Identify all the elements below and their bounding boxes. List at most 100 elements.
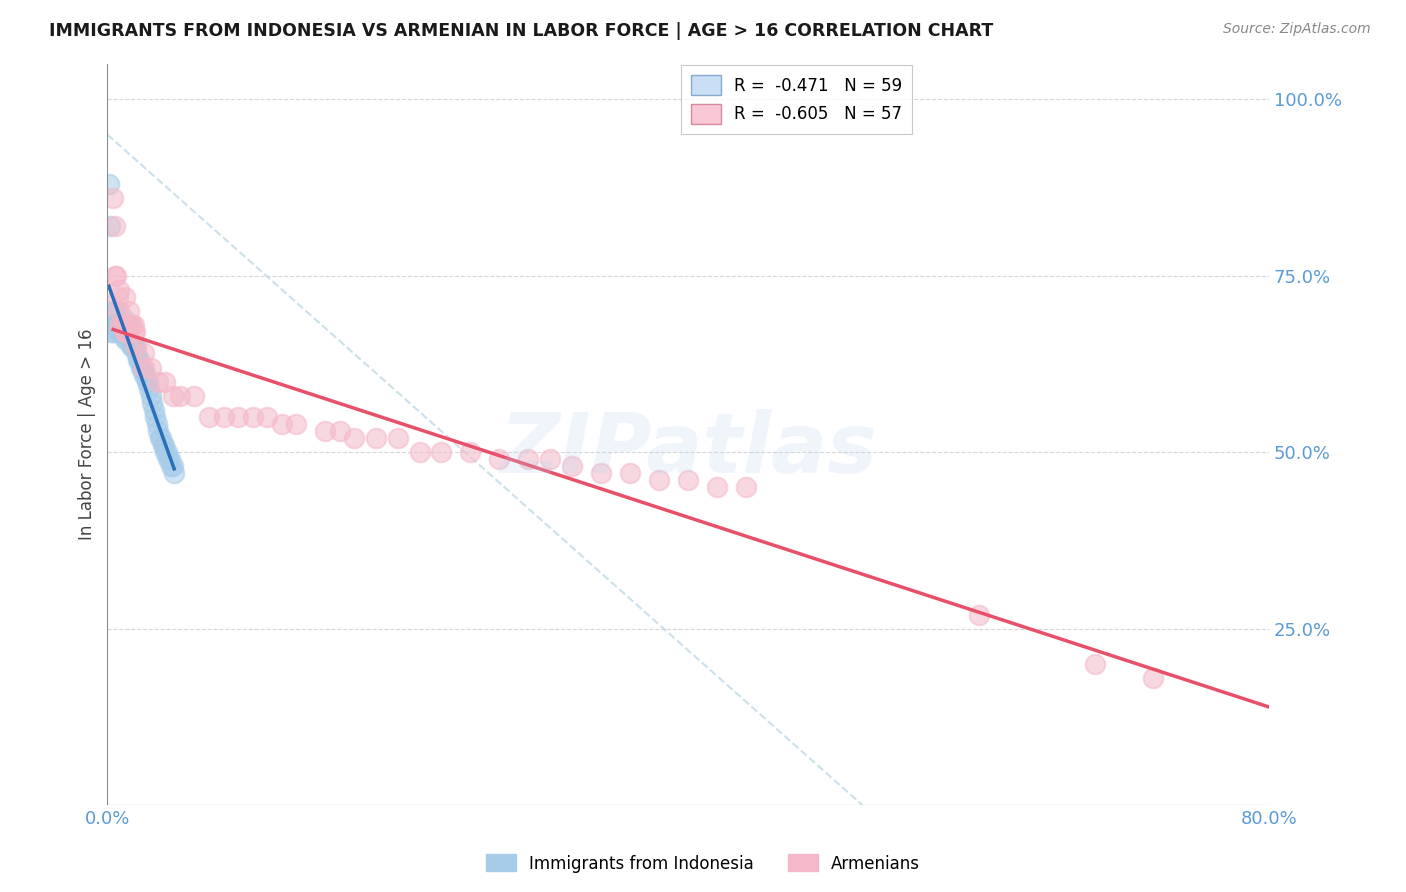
Point xyxy=(128,353,150,368)
Point xyxy=(104,268,127,283)
Point xyxy=(142,402,165,417)
Point xyxy=(98,219,121,234)
Point xyxy=(127,353,149,368)
Point xyxy=(105,318,128,333)
Point xyxy=(735,481,758,495)
Point xyxy=(114,325,136,339)
Point xyxy=(114,332,136,346)
Point xyxy=(114,325,136,339)
Point xyxy=(141,396,163,410)
Point xyxy=(430,445,453,459)
Point xyxy=(155,375,177,389)
Point xyxy=(156,445,179,459)
Point xyxy=(132,368,155,382)
Point xyxy=(153,438,176,452)
Point xyxy=(103,191,125,205)
Point xyxy=(226,409,249,424)
Point xyxy=(538,452,561,467)
Point xyxy=(124,339,146,353)
Point xyxy=(967,607,990,622)
Point xyxy=(122,339,145,353)
Text: ZIPatlas: ZIPatlas xyxy=(499,409,877,490)
Point xyxy=(122,325,145,339)
Point xyxy=(108,283,131,297)
Point xyxy=(118,332,141,346)
Point xyxy=(117,325,139,339)
Point xyxy=(110,318,132,333)
Point xyxy=(134,368,156,382)
Point xyxy=(329,424,352,438)
Point xyxy=(256,409,278,424)
Point xyxy=(139,360,162,375)
Point xyxy=(132,346,155,360)
Point xyxy=(107,290,129,304)
Point xyxy=(488,452,510,467)
Point xyxy=(107,318,129,333)
Point xyxy=(364,431,387,445)
Text: Source: ZipAtlas.com: Source: ZipAtlas.com xyxy=(1223,22,1371,37)
Point xyxy=(157,452,180,467)
Point xyxy=(162,389,184,403)
Point xyxy=(111,325,134,339)
Point xyxy=(115,332,138,346)
Point xyxy=(162,459,184,474)
Point xyxy=(108,325,131,339)
Point xyxy=(343,431,366,445)
Legend: Immigrants from Indonesia, Armenians: Immigrants from Indonesia, Armenians xyxy=(479,847,927,880)
Point xyxy=(138,382,160,396)
Point xyxy=(118,304,141,318)
Point xyxy=(148,375,170,389)
Point xyxy=(285,417,308,431)
Point xyxy=(242,409,264,424)
Point xyxy=(120,339,142,353)
Point xyxy=(150,431,173,445)
Point xyxy=(117,318,139,333)
Point xyxy=(408,445,430,459)
Point xyxy=(112,311,135,326)
Point xyxy=(139,389,162,403)
Point xyxy=(111,318,134,333)
Point xyxy=(121,318,143,333)
Point xyxy=(108,325,131,339)
Point xyxy=(115,325,138,339)
Point xyxy=(589,467,612,481)
Point xyxy=(169,389,191,403)
Point xyxy=(111,318,134,333)
Point xyxy=(131,360,153,375)
Point xyxy=(198,409,221,424)
Point xyxy=(105,304,128,318)
Point xyxy=(706,481,728,495)
Point xyxy=(143,409,166,424)
Point xyxy=(107,318,129,333)
Point xyxy=(145,417,167,431)
Point xyxy=(183,389,205,403)
Point xyxy=(149,431,172,445)
Point xyxy=(163,467,186,481)
Point xyxy=(155,445,177,459)
Point xyxy=(648,474,671,488)
Legend: R =  -0.471   N = 59, R =  -0.605   N = 57: R = -0.471 N = 59, R = -0.605 N = 57 xyxy=(681,65,912,134)
Point xyxy=(110,325,132,339)
Point xyxy=(97,177,120,191)
Point xyxy=(314,424,336,438)
Point xyxy=(118,318,141,333)
Point xyxy=(129,360,152,375)
Point xyxy=(212,409,235,424)
Point xyxy=(125,346,148,360)
Point xyxy=(460,445,482,459)
Text: IMMIGRANTS FROM INDONESIA VS ARMENIAN IN LABOR FORCE | AGE > 16 CORRELATION CHAR: IMMIGRANTS FROM INDONESIA VS ARMENIAN IN… xyxy=(49,22,994,40)
Point xyxy=(121,339,143,353)
Point xyxy=(112,318,135,333)
Point xyxy=(125,339,148,353)
Y-axis label: In Labor Force | Age > 16: In Labor Force | Age > 16 xyxy=(79,329,96,541)
Point xyxy=(120,318,142,333)
Point xyxy=(100,325,122,339)
Point xyxy=(619,467,641,481)
Point xyxy=(108,304,131,318)
Point xyxy=(103,318,125,333)
Point xyxy=(122,318,145,333)
Point xyxy=(1084,657,1107,671)
Point xyxy=(1142,671,1164,685)
Point xyxy=(517,452,540,467)
Point xyxy=(104,318,127,333)
